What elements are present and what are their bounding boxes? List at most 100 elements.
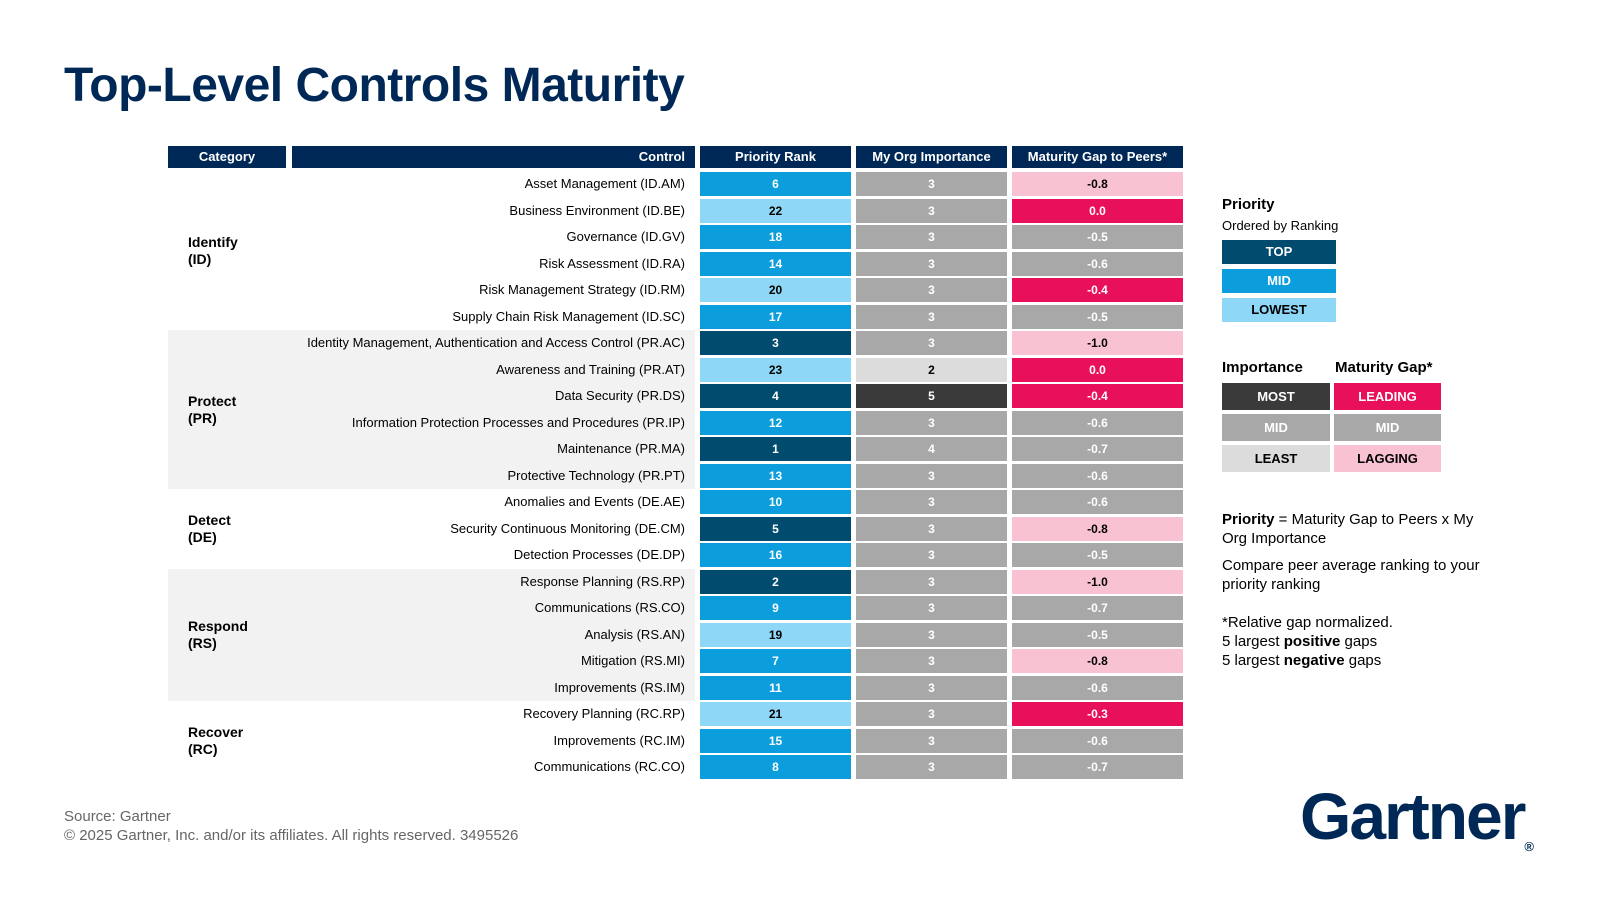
category-label: Respond (RS)	[188, 617, 248, 651]
control-name: Identity Management, Authentication and …	[292, 330, 695, 357]
priority-rank-cell: 5	[700, 516, 851, 541]
table-row: Business Environment (ID.BE) 22 3 0.0	[168, 198, 1184, 225]
priority-rank-cell: 14	[700, 251, 851, 276]
control-name: Mitigation (RS.MI)	[292, 648, 695, 675]
importance-cell: 3	[856, 225, 1007, 249]
maturity-gap-cell: -1.0	[1012, 331, 1183, 355]
footnote-line-3-bold: negative	[1283, 652, 1345, 669]
maturity-gap-cell: -0.8	[1012, 172, 1183, 196]
table-row: Response Planning (RS.RP) 2 3 -1.0	[168, 568, 1184, 595]
logo-registered-mark: ®	[1524, 839, 1535, 854]
table-row: Data Security (PR.DS) 4 5 -0.4	[168, 383, 1184, 410]
importance-cell: 3	[856, 622, 1007, 647]
maturity-gap-cell: -0.5	[1012, 304, 1183, 329]
maturity-gap-cell: -0.4	[1012, 384, 1183, 408]
maturity-gap-cell: -0.6	[1012, 251, 1183, 276]
category-group: Identify (ID)	[168, 171, 463, 330]
control-name: Governance (ID.GV)	[566, 229, 686, 244]
maturity-gap-cell: -0.8	[1012, 516, 1183, 541]
control-name: Communications (RC.CO)	[534, 759, 685, 774]
importance-cell: 3	[856, 675, 1007, 700]
priority-rank-cell: 22	[700, 198, 851, 223]
maturity-gap-cell: 0.0	[1012, 198, 1183, 223]
priority-rank-cell: 10	[700, 490, 851, 514]
importance-cell: 3	[856, 278, 1007, 302]
priority-legend-title: Priority	[1222, 196, 1275, 213]
maturity-gap-cell: -0.7	[1012, 437, 1183, 461]
table-row: Communications (RS.CO) 9 3 -0.7	[168, 595, 1184, 622]
control-name: Anomalies and Events (DE.AE)	[504, 494, 685, 509]
legend-gap-lagging: LAGGING	[1334, 445, 1441, 472]
control-name: Risk Management Strategy (ID.RM)	[479, 282, 685, 297]
control-name: Awareness and Training (PR.AT)	[292, 356, 695, 383]
table-header: Category Control Priority Rank My Org Im…	[168, 146, 1184, 168]
category-label: Detect (DE)	[188, 511, 231, 545]
footnote-line-2-pre: 5 largest	[1222, 633, 1284, 650]
maturity-gap-cell: -0.6	[1012, 728, 1183, 753]
priority-rank-cell: 11	[700, 675, 851, 700]
control-name: Information Protection Processes and Pro…	[292, 409, 695, 436]
maturity-gap-cell: -0.8	[1012, 649, 1183, 673]
control-name: Supply Chain Risk Management (ID.SC)	[452, 308, 685, 324]
legend-priority-lowest: LOWEST	[1222, 298, 1336, 322]
gap-legend-title: Maturity Gap*	[1335, 359, 1433, 376]
table-row: Risk Management Strategy (ID.RM) 20 3 -0.4	[168, 277, 1184, 304]
formula-bold: Priority	[1222, 511, 1275, 528]
priority-rank-cell: 1	[700, 437, 851, 461]
importance-cell: 3	[856, 490, 1007, 514]
priority-rank-cell: 9	[700, 596, 851, 620]
priority-rank-cell: 17	[700, 304, 851, 329]
control-name: Recovery Planning (RC.RP)	[523, 706, 685, 721]
importance-cell: 3	[856, 569, 1007, 594]
footnote-line-3-post: gaps	[1344, 652, 1382, 669]
category-group: Recover (RC)	[168, 701, 463, 781]
header-control: Control	[292, 146, 695, 168]
footnote-line-2: 5 largest positive gaps	[1222, 632, 1482, 651]
maturity-gap-cell: -0.5	[1012, 622, 1183, 647]
footnote-line-2-bold: positive	[1283, 633, 1341, 650]
table-row: Detection Processes (DE.DP) 16 3 -0.5	[168, 542, 1184, 569]
header-priority-rank: Priority Rank	[700, 146, 851, 168]
footer-source: Source: Gartner	[64, 808, 171, 825]
legend-gap-mid: MID	[1334, 414, 1441, 441]
importance-cell: 3	[856, 728, 1007, 753]
header-category: Category	[168, 146, 286, 168]
priority-rank-cell: 7	[700, 649, 851, 673]
maturity-gap-cell: -0.7	[1012, 755, 1183, 779]
control-name: Risk Assessment (ID.RA)	[539, 255, 685, 271]
legend-importance-mid: MID	[1222, 414, 1330, 441]
priority-rank-cell: 16	[700, 543, 851, 567]
maturity-gap-cell: -0.4	[1012, 278, 1183, 302]
table-row: Communications (RC.CO) 8 3 -0.7	[168, 754, 1184, 781]
importance-cell: 3	[856, 304, 1007, 329]
maturity-gap-cell: -0.7	[1012, 596, 1183, 620]
priority-rank-cell: 15	[700, 728, 851, 753]
legend-priority-top: TOP	[1222, 240, 1336, 264]
maturity-gap-cell: 0.0	[1012, 357, 1183, 382]
legend-priority-mid: MID	[1222, 269, 1336, 293]
priority-rank-cell: 13	[700, 463, 851, 488]
importance-cell: 3	[856, 755, 1007, 779]
maturity-gap-cell: -0.5	[1012, 543, 1183, 567]
footnote-line-3: 5 largest negative gaps	[1222, 651, 1482, 670]
legend-importance-least: LEAST	[1222, 445, 1330, 472]
formula-rest: = Maturity Gap to Peers x My Org Importa…	[1222, 511, 1474, 547]
priority-formula-note: Priority = Maturity Gap to Peers x My Or…	[1222, 510, 1482, 548]
importance-cell: 3	[856, 516, 1007, 541]
importance-cell: 3	[856, 596, 1007, 620]
importance-cell: 3	[856, 198, 1007, 223]
category-label: Protect (PR)	[188, 392, 237, 426]
table-row: Awareness and Training (PR.AT) 23 2 0.0	[168, 356, 1184, 383]
maturity-gap-cell: -0.6	[1012, 463, 1183, 488]
table-row: Anomalies and Events (DE.AE) 10 3 -0.6	[168, 489, 1184, 516]
table-row: Supply Chain Risk Management (ID.SC) 17 3-…	[168, 304, 1184, 331]
priority-legend-subtitle: Ordered by Ranking	[1222, 218, 1339, 233]
control-name: Business Environment (ID.BE)	[509, 202, 685, 218]
table-row: Improvements (RS.IM) 11 3 -0.6	[168, 674, 1184, 701]
table-row: Information Protection Processes and Pro…	[168, 409, 1184, 436]
importance-cell: 3	[856, 172, 1007, 196]
control-name: Security Continuous Monitoring (DE.CM)	[450, 520, 685, 536]
priority-rank-cell: 3	[700, 331, 851, 355]
header-maturity-gap: Maturity Gap to Peers*	[1012, 146, 1183, 168]
maturity-gap-cell: -0.6	[1012, 490, 1183, 514]
